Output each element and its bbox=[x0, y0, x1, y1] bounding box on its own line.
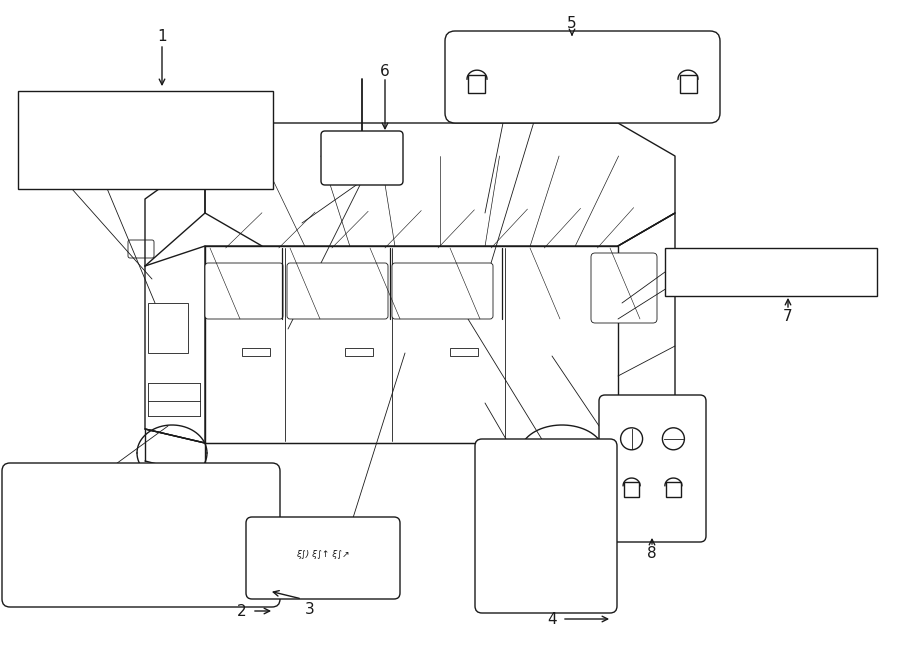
Bar bbox=[20, 547, 48, 567]
Text: 2: 2 bbox=[238, 603, 247, 619]
Text: 8: 8 bbox=[647, 545, 657, 561]
Text: 6: 6 bbox=[380, 63, 390, 79]
Bar bbox=[496, 569, 596, 594]
Bar bbox=[242, 348, 270, 356]
Text: 3: 3 bbox=[305, 602, 315, 617]
FancyBboxPatch shape bbox=[599, 395, 706, 542]
Text: 1: 1 bbox=[158, 28, 166, 44]
Bar bbox=[625, 482, 639, 497]
Bar bbox=[665, 248, 877, 296]
FancyBboxPatch shape bbox=[287, 263, 388, 319]
FancyBboxPatch shape bbox=[205, 263, 283, 319]
Text: 7: 7 bbox=[783, 309, 793, 323]
Text: ξ∫) ξ∫↑ ξ∫↗: ξ∫) ξ∫↑ ξ∫↗ bbox=[296, 550, 350, 559]
FancyBboxPatch shape bbox=[246, 517, 400, 599]
Bar bbox=[18, 91, 273, 189]
FancyBboxPatch shape bbox=[445, 31, 720, 123]
Circle shape bbox=[621, 428, 643, 449]
Bar bbox=[347, 159, 375, 176]
Bar bbox=[345, 348, 373, 356]
FancyBboxPatch shape bbox=[321, 131, 403, 185]
FancyBboxPatch shape bbox=[392, 263, 493, 319]
FancyBboxPatch shape bbox=[475, 439, 617, 613]
Bar bbox=[680, 75, 697, 93]
Text: 5: 5 bbox=[567, 15, 577, 30]
Bar bbox=[450, 348, 478, 356]
Bar bbox=[148, 303, 188, 353]
Circle shape bbox=[662, 428, 684, 449]
FancyBboxPatch shape bbox=[128, 240, 154, 258]
Bar bbox=[666, 482, 680, 497]
Bar bbox=[20, 500, 48, 520]
Bar bbox=[469, 75, 485, 93]
Text: 4: 4 bbox=[547, 611, 557, 627]
FancyBboxPatch shape bbox=[2, 463, 280, 607]
FancyBboxPatch shape bbox=[591, 253, 657, 323]
